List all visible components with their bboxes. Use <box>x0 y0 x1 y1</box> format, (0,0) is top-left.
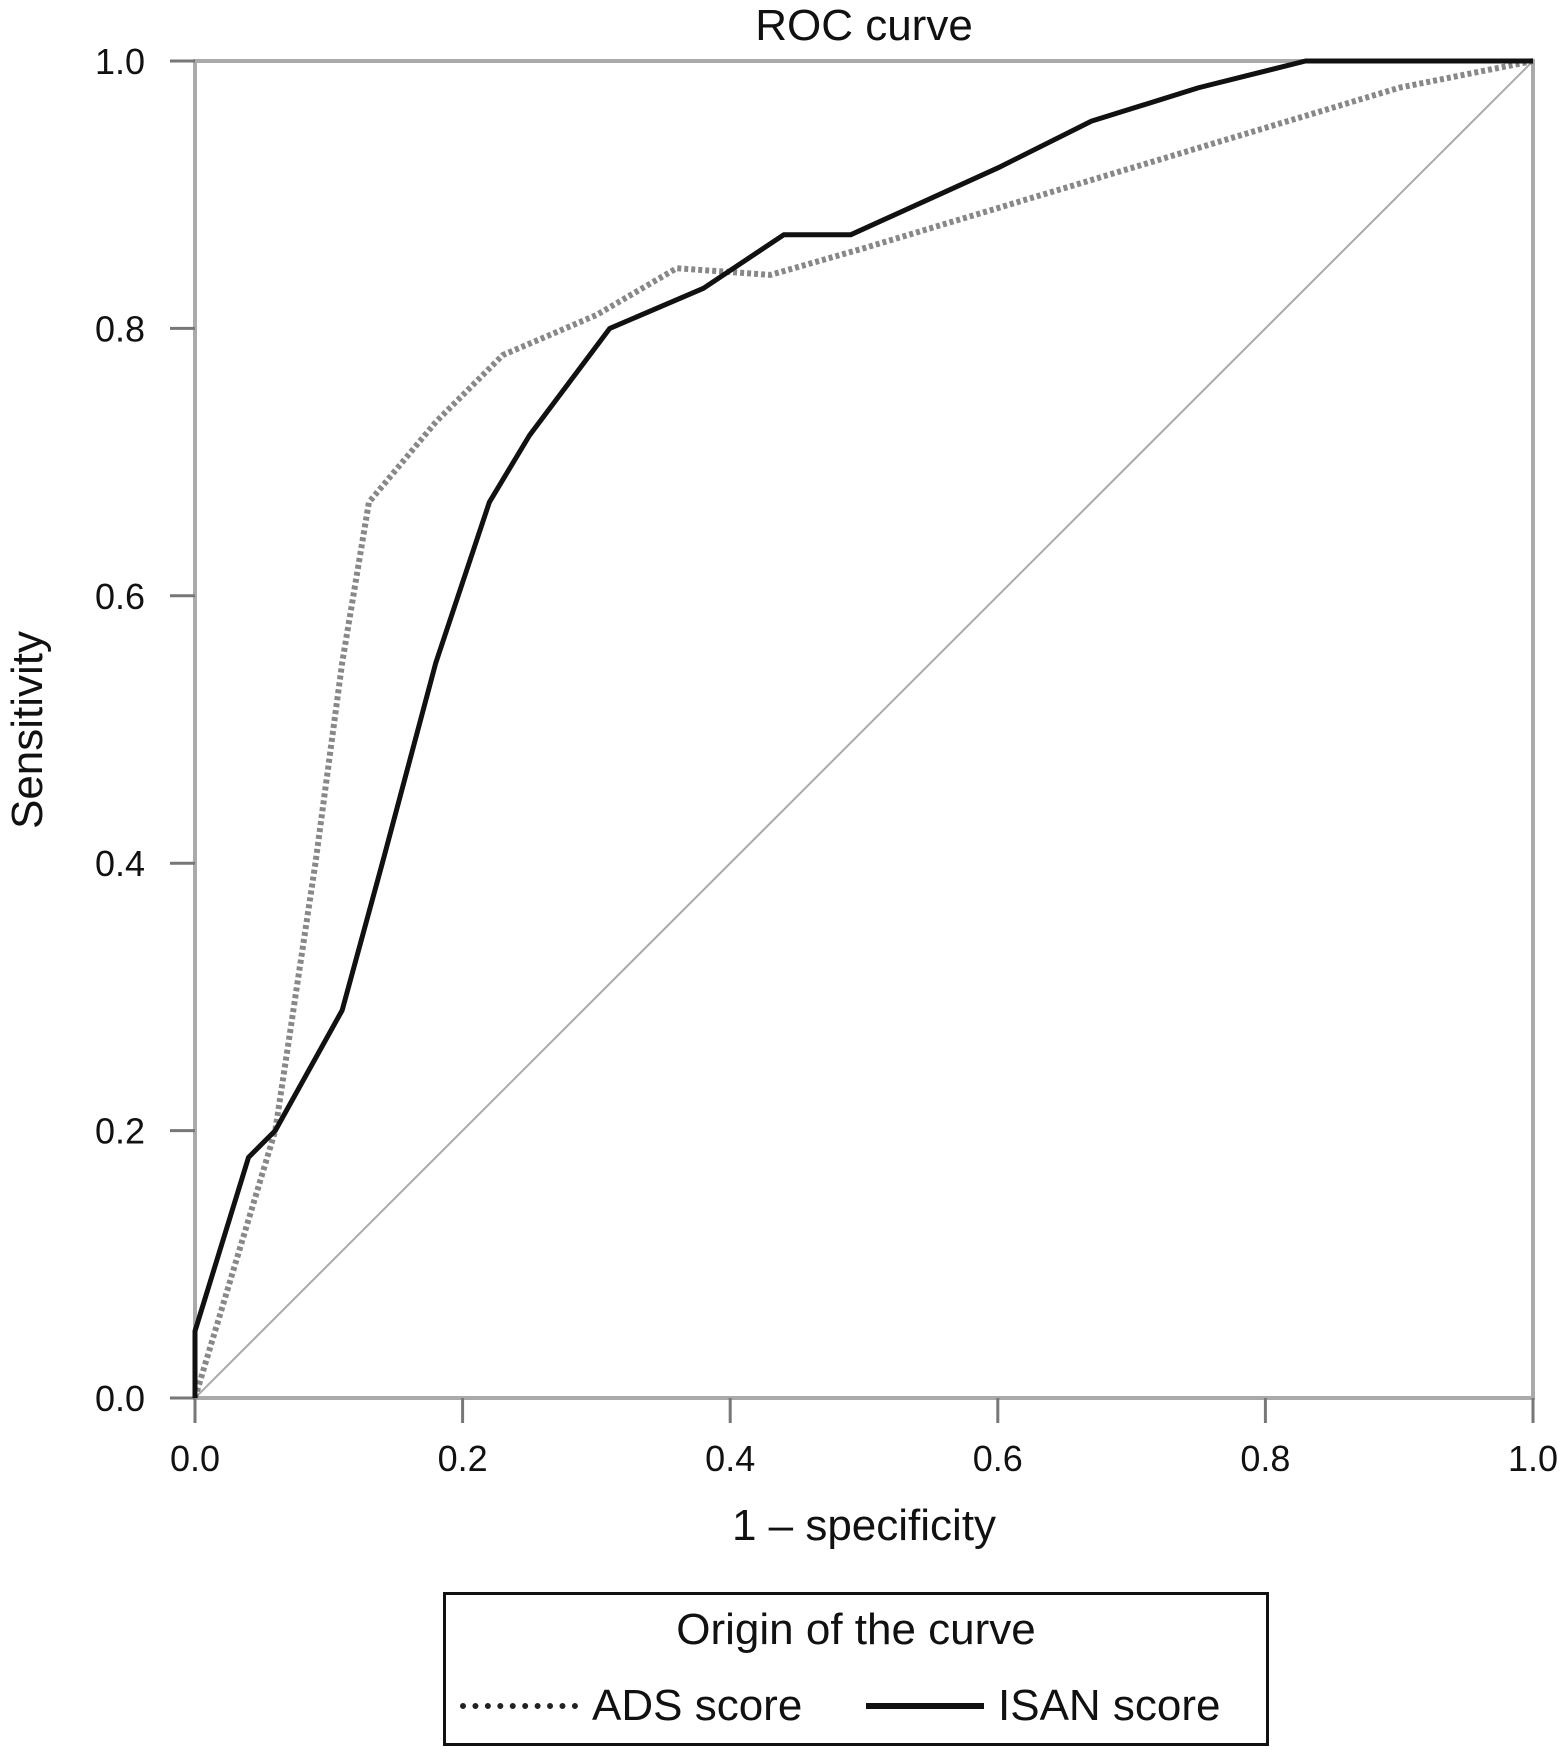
y-tick-label: 1.0 <box>95 41 145 82</box>
legend-item-isan: ISAN score <box>866 1681 1221 1731</box>
legend-item-ads: ADS score <box>460 1681 802 1731</box>
legend-title: Origin of the curve <box>676 1605 1036 1654</box>
x-tick-label: 0.2 <box>438 1438 488 1479</box>
legend-swatch-solid <box>866 1703 984 1709</box>
x-axis-label: 1 – specificity <box>732 1501 996 1550</box>
y-axis-label: Sensitivity <box>3 631 52 829</box>
legend-label: ISAN score <box>998 1681 1221 1730</box>
x-tick-label: 1.0 <box>1508 1438 1558 1479</box>
series-line-isan-score <box>192 58 1533 1398</box>
chart-title: ROC curve <box>755 1 973 50</box>
x-tick-label: 0.4 <box>705 1438 755 1479</box>
x-tick-label: 0.6 <box>973 1438 1023 1479</box>
series-line-reference <box>194 60 1534 1399</box>
y-tick-label: 0.4 <box>95 843 145 884</box>
x-tick-label: 0.8 <box>1240 1438 1290 1479</box>
plot-frame <box>193 59 1535 1400</box>
y-tick-label: 0.2 <box>95 1111 145 1152</box>
legend-label: ADS score <box>592 1681 803 1730</box>
legend: Origin of the curve ADS score ISAN score <box>443 1592 1269 1746</box>
y-tick-label: 0.6 <box>95 576 145 617</box>
x-tick-label: 0.0 <box>170 1438 220 1479</box>
y-tick-label: 0.8 <box>95 308 145 349</box>
y-tick-label: 0.0 <box>95 1378 145 1419</box>
legend-swatch-dotted <box>460 1703 578 1709</box>
